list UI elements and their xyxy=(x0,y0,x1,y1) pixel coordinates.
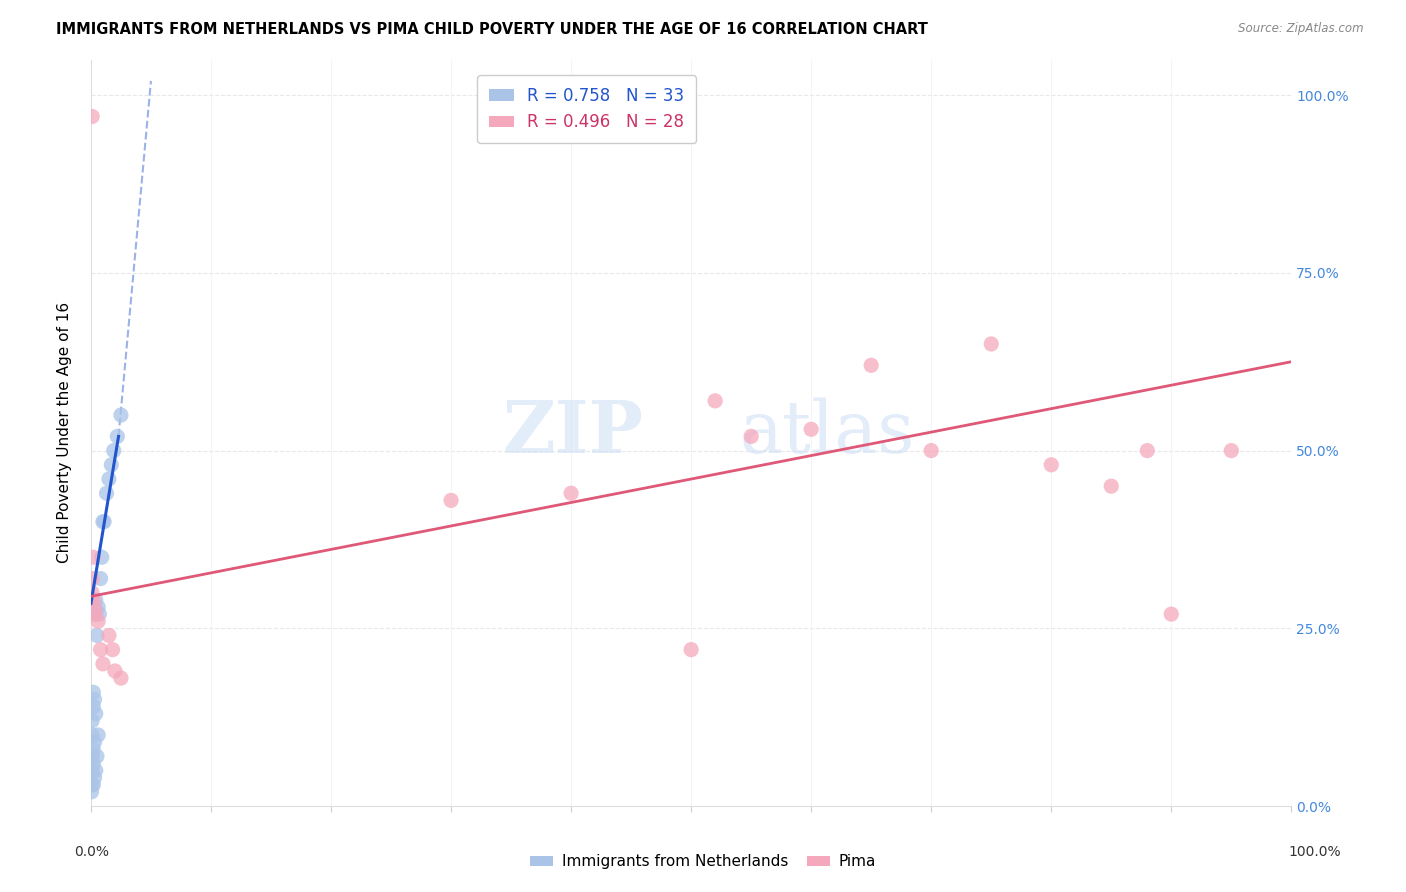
Point xyxy=(82,714,104,728)
Point xyxy=(82,749,104,764)
Point xyxy=(800,422,823,436)
Point xyxy=(704,393,727,408)
Point xyxy=(83,735,105,749)
Text: 0.0%: 0.0% xyxy=(75,845,108,859)
Point xyxy=(80,785,103,799)
Point xyxy=(110,671,132,685)
Point xyxy=(681,642,703,657)
Point xyxy=(103,443,125,458)
Point xyxy=(82,699,104,714)
Legend: Immigrants from Netherlands, Pima: Immigrants from Netherlands, Pima xyxy=(524,848,882,875)
Text: IMMIGRANTS FROM NETHERLANDS VS PIMA CHILD POVERTY UNDER THE AGE OF 16 CORRELATIO: IMMIGRANTS FROM NETHERLANDS VS PIMA CHIL… xyxy=(56,22,928,37)
Point xyxy=(91,515,114,529)
Point xyxy=(82,550,104,565)
Point xyxy=(980,337,1002,351)
Point xyxy=(84,607,107,621)
Text: 100.0%: 100.0% xyxy=(1288,845,1341,859)
Point xyxy=(90,550,112,565)
Point xyxy=(91,657,114,671)
Point xyxy=(101,642,124,657)
Point xyxy=(87,614,110,628)
Point xyxy=(860,359,883,373)
Point xyxy=(83,771,105,785)
Point xyxy=(1136,443,1159,458)
Point xyxy=(82,756,104,771)
Point xyxy=(82,572,104,586)
Point xyxy=(740,429,762,443)
Point xyxy=(87,599,110,614)
Point xyxy=(82,764,104,778)
Legend: R = 0.758   N = 33, R = 0.496   N = 28: R = 0.758 N = 33, R = 0.496 N = 28 xyxy=(478,76,696,143)
Point xyxy=(87,728,110,742)
Point xyxy=(83,599,105,614)
Point xyxy=(82,586,104,600)
Point xyxy=(84,593,107,607)
Point xyxy=(82,728,104,742)
Text: Source: ZipAtlas.com: Source: ZipAtlas.com xyxy=(1239,22,1364,36)
Point xyxy=(84,706,107,721)
Point xyxy=(82,778,104,792)
Point xyxy=(84,764,107,778)
Text: atlas: atlas xyxy=(740,398,914,468)
Point xyxy=(82,593,104,607)
Point xyxy=(97,628,120,642)
Point xyxy=(1040,458,1063,472)
Point xyxy=(110,408,132,422)
Point xyxy=(96,486,118,500)
Point xyxy=(82,110,104,124)
Point xyxy=(100,458,122,472)
Point xyxy=(105,429,128,443)
Point xyxy=(440,493,463,508)
Point xyxy=(1099,479,1122,493)
Point xyxy=(82,742,104,756)
Point xyxy=(83,692,105,706)
Point xyxy=(83,607,105,621)
Point xyxy=(920,443,942,458)
Point xyxy=(82,778,104,792)
Point xyxy=(560,486,582,500)
Point xyxy=(1220,443,1243,458)
Point xyxy=(90,572,112,586)
Point xyxy=(89,607,111,621)
Point xyxy=(97,472,120,486)
Point xyxy=(1160,607,1182,621)
Point xyxy=(90,642,112,657)
Point xyxy=(86,628,108,642)
Point xyxy=(93,515,115,529)
Text: ZIP: ZIP xyxy=(502,397,643,468)
Point xyxy=(104,664,127,678)
Point xyxy=(82,685,104,699)
Point xyxy=(86,749,108,764)
Y-axis label: Child Poverty Under the Age of 16: Child Poverty Under the Age of 16 xyxy=(58,302,72,564)
